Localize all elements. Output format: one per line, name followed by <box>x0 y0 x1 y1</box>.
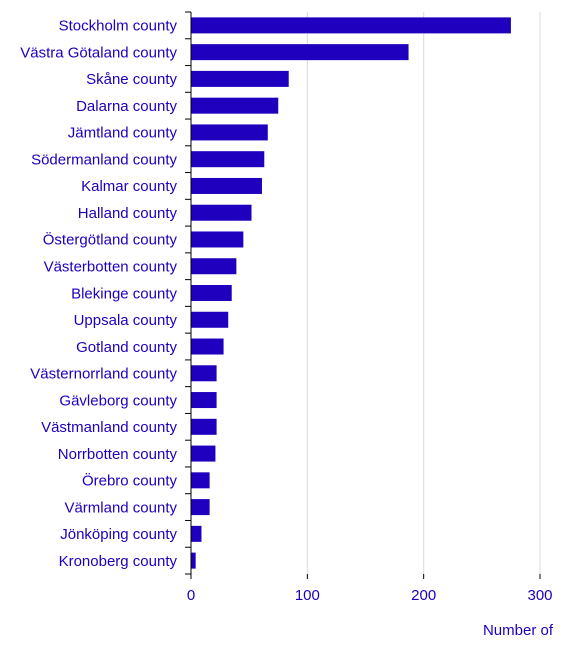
category-label: Västmanland county <box>41 419 177 436</box>
bar <box>191 124 268 141</box>
bar <box>191 17 511 34</box>
category-label: Örebro county <box>82 472 178 490</box>
category-label: Östergötland county <box>43 231 178 249</box>
category-label: Dalarna county <box>76 98 177 115</box>
x-tick-label: 100 <box>295 587 320 604</box>
category-label: Västra Götaland county <box>20 44 177 61</box>
x-tick-label: 200 <box>411 587 436 604</box>
bar <box>191 499 210 516</box>
category-label: Värmland county <box>64 499 177 516</box>
bar <box>191 258 237 275</box>
category-label: Västernorrland county <box>30 366 177 383</box>
bar <box>191 392 217 409</box>
bar <box>191 177 262 194</box>
bar <box>191 70 289 87</box>
category-label: Norrbotten county <box>58 446 178 463</box>
category-label: Stockholm county <box>59 18 178 35</box>
category-label: Jämtland county <box>68 125 178 142</box>
labels-layer: Stockholm county Västra Götaland county Sk… <box>20 18 552 604</box>
bar <box>191 365 217 382</box>
category-label: Västerbotten county <box>44 258 178 275</box>
x-axis-title: Number of <box>483 622 554 639</box>
category-label: Kalmar county <box>81 178 177 195</box>
category-label: Gävleborg county <box>59 392 177 409</box>
bar <box>191 231 244 248</box>
x-tick-label: 300 <box>527 587 552 604</box>
axis-layer <box>185 11 541 579</box>
category-label: Halland county <box>78 205 178 222</box>
bar <box>191 552 196 569</box>
bar <box>191 285 232 301</box>
bar <box>191 151 265 168</box>
category-label: Blekinge county <box>71 285 177 302</box>
category-label: Gotland county <box>76 339 177 356</box>
x-tick-label: 0 <box>187 587 195 604</box>
category-label: Södermanland county <box>31 151 177 168</box>
category-label: Kronoberg county <box>59 553 178 570</box>
bar <box>191 311 229 328</box>
bar <box>191 338 224 355</box>
bars-layer <box>191 17 511 569</box>
bar <box>191 472 210 489</box>
bar <box>191 44 409 61</box>
category-label: Skåne county <box>86 71 177 88</box>
bar <box>191 204 252 221</box>
bar <box>191 445 216 462</box>
category-label: Jönköping county <box>60 526 177 543</box>
grid-layer <box>306 12 541 574</box>
bar <box>191 525 202 542</box>
bar <box>191 418 217 435</box>
category-label: Uppsala county <box>74 312 178 329</box>
bar <box>191 97 279 114</box>
